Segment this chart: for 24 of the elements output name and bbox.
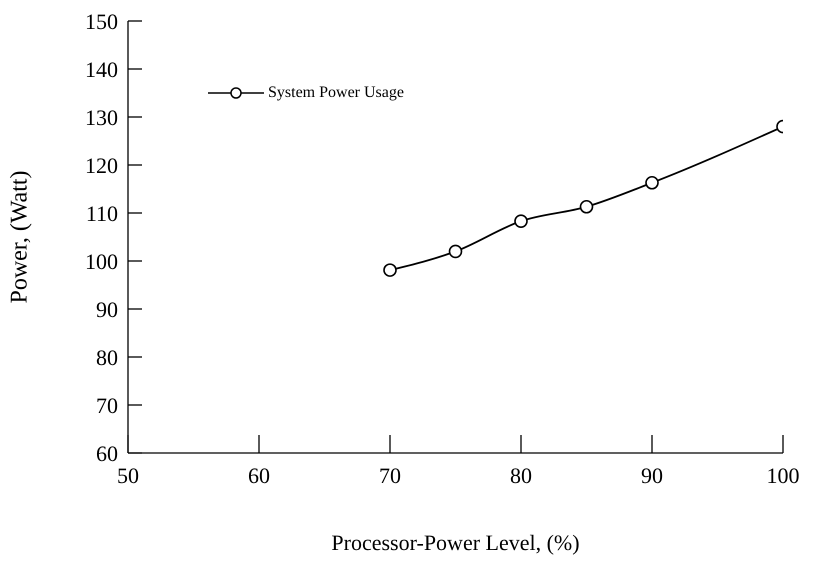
y-tick-label: 130 [85,105,118,130]
y-tick-label: 90 [96,297,118,322]
y-tick-label: 60 [96,441,118,466]
legend-label: System Power Usage [268,84,404,102]
x-tick-label: 60 [248,463,270,488]
x-tick-label: 80 [510,463,532,488]
y-tick-label: 140 [85,57,118,82]
y-tick-label: 100 [85,249,118,274]
y-tick-label: 80 [96,345,118,370]
point [514,214,528,228]
y-axis-title: Power, (Watt) [6,170,33,304]
y-tick-label: 110 [86,201,118,226]
x-tick-label: 50 [117,463,139,488]
y-tick-label: 70 [96,393,118,418]
x-tick-label: 100 [766,463,800,488]
x-tick-label: 70 [379,463,401,488]
x-axis-title: Processor-Power Level, (%) [331,530,580,555]
x-tick-label: 90 [641,463,663,488]
point [580,200,594,214]
point [645,176,659,190]
y-tick-label: 150 [85,9,118,34]
y-tick-label: 120 [85,153,118,178]
point [383,263,397,277]
point [448,244,462,258]
